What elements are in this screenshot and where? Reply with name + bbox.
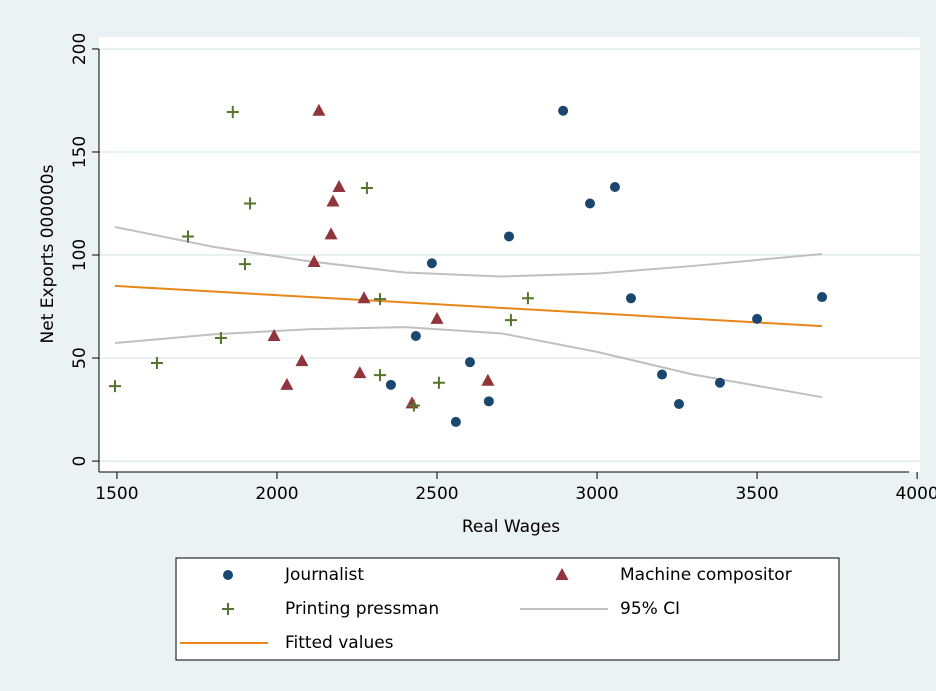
point (584, 198, 595, 209)
point (181, 230, 194, 243)
point (450, 416, 461, 427)
point (295, 354, 309, 367)
point (374, 369, 387, 382)
point (558, 105, 569, 116)
point (353, 366, 367, 379)
y-axis-label: Net Exports 000000s (38, 164, 58, 343)
point (267, 328, 281, 341)
point (326, 194, 340, 207)
point (385, 379, 396, 390)
point (307, 255, 321, 268)
legend-label: Printing pressman (285, 599, 439, 619)
legend-label: 95% CI (620, 599, 680, 619)
point (410, 330, 421, 341)
fitted-line (114, 284, 823, 328)
point (280, 377, 294, 390)
point (432, 376, 445, 389)
ci-line (114, 326, 823, 399)
point (481, 373, 495, 386)
x-axis-label: Real Wages (462, 517, 560, 537)
point (714, 377, 725, 388)
point (226, 106, 239, 119)
point (625, 293, 636, 304)
point (426, 258, 437, 269)
point (464, 357, 475, 368)
legend-label: Fitted values (285, 633, 394, 653)
y-tick-label: 50 (70, 347, 90, 369)
point (150, 356, 163, 369)
point (324, 227, 338, 240)
legend-key (555, 568, 569, 580)
point (357, 291, 371, 304)
x-tick-label: 3000 (575, 484, 618, 504)
point (504, 231, 515, 242)
y-tick-label: 200 (70, 33, 90, 65)
legend-box (175, 557, 840, 661)
point (214, 332, 227, 345)
point (312, 103, 326, 116)
point (521, 292, 534, 305)
point (238, 258, 251, 271)
legend-key (223, 570, 233, 580)
x-tick-label: 3500 (735, 484, 778, 504)
legend-key (222, 603, 234, 615)
point (430, 311, 444, 324)
point (609, 182, 620, 193)
point (657, 369, 668, 380)
point (483, 396, 494, 407)
point (374, 293, 387, 306)
point (504, 314, 517, 327)
point (360, 182, 373, 195)
x-tick-label: 2000 (255, 484, 298, 504)
legend-label: Machine compositor (620, 565, 792, 585)
x-tick-label: 1500 (95, 484, 138, 504)
y-tick-label: 100 (70, 239, 90, 271)
point (407, 399, 420, 412)
point (673, 398, 684, 409)
x-tick-label: 4000 (895, 484, 936, 504)
x-tick-label: 2500 (415, 484, 458, 504)
y-tick-label: 0 (70, 456, 90, 467)
ci-line (114, 226, 823, 278)
point (332, 180, 346, 193)
point (817, 292, 828, 303)
point (752, 313, 763, 324)
y-tick-label: 150 (70, 136, 90, 168)
point (244, 197, 257, 210)
legend-label: Journalist (284, 565, 364, 585)
point (109, 380, 122, 393)
